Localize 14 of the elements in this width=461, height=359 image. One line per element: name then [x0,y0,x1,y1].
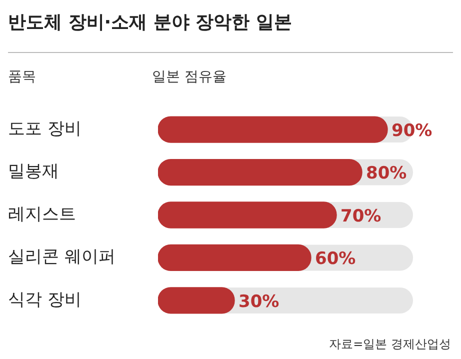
data-label: 60% [315,249,356,270]
data-label: 90% [392,120,432,141]
data-label: 80% [366,164,407,184]
y-tick-label: 레지스트 [8,204,76,224]
x-axis-title: 일본 점유율 [152,68,226,86]
data-label: 30% [238,292,280,312]
y-tick-label: 도포 장비 [8,118,82,139]
y-tick-label: 밀봉재 [8,162,59,182]
data-label: 70% [340,206,382,226]
chart-title: 반도체 장비·소재 분야 장악한 일본 [8,11,292,34]
y-tick-label: 식각 장비 [8,290,82,310]
y-tick-label: 실리콘 웨이퍼 [8,247,116,268]
text: 자료=일본 경제산업성 [329,336,451,353]
y-axis-title: 품목 [8,68,36,86]
